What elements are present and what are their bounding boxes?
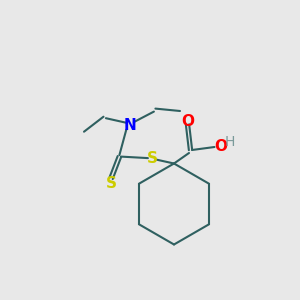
Text: H: H [224,136,235,149]
Text: O: O [214,140,227,154]
Text: S: S [106,176,116,190]
Text: N: N [124,118,136,133]
Text: S: S [147,151,158,166]
Text: O: O [181,114,194,129]
